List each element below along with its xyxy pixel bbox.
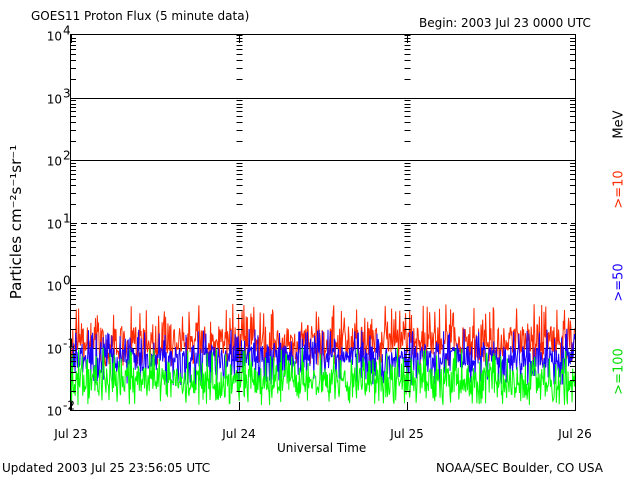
x-tick-labels: Jul 23 Jul 24 Jul 25 Jul 26 <box>53 427 592 441</box>
x-tick-label-2: Jul 25 <box>389 427 424 441</box>
data-series <box>70 303 576 406</box>
axis-ticks <box>71 35 576 411</box>
ch1-label: >=10 <box>611 170 627 209</box>
y-tick-label-1e0: 10 <box>47 280 62 294</box>
ch2-label: >=50 <box>611 263 627 302</box>
y-tick-exp-1e2: 2 <box>63 149 71 163</box>
x-tick-label-3: Jul 26 <box>557 427 592 441</box>
y-tick-label-1e2: 10 <box>47 155 62 169</box>
mev-label: MeV <box>611 110 627 139</box>
y-tick-label-1e3: 10 <box>47 93 62 107</box>
x-tick-label-0: Jul 23 <box>53 427 88 441</box>
y-tick-exp-1e0: 0 <box>63 274 71 288</box>
y-axis-label-text: Particles cm⁻²s⁻¹sr⁻¹ <box>7 144 25 300</box>
y-tick-exp-1e4: 4 <box>63 24 71 38</box>
x-tick-label-1: Jul 24 <box>221 427 256 441</box>
plot-frame <box>70 34 576 411</box>
x-axis-label: Universal Time <box>277 441 367 455</box>
y-tick-exp-1e3: 3 <box>63 87 71 101</box>
updated-timestamp: Updated 2003 Jul 25 23:56:05 UTC <box>2 461 211 475</box>
ch3-label: >=100 <box>611 348 627 395</box>
y-tick-label-1e4: 10 <box>47 30 62 44</box>
y-tick-exp-1e1: 1 <box>63 212 71 226</box>
series-line-ge100 <box>70 347 576 406</box>
credit-text: NOAA/SEC Boulder, CO USA <box>436 461 603 475</box>
chart-title: GOES11 Proton Flux (5 minute data) <box>31 9 250 23</box>
series-line-ge50 <box>70 328 576 386</box>
y-tick-exp-1e-1: -1 <box>63 337 75 351</box>
y-tick-exp-1e-2: -2 <box>63 399 75 413</box>
y-tick-label-1e-1: 10 <box>47 343 62 357</box>
begin-date: Begin: 2003 Jul 23 0000 UTC <box>419 16 591 30</box>
y-tick-label-1e-2: 10 <box>47 405 62 419</box>
y-tick-label-1e1: 10 <box>47 218 62 232</box>
